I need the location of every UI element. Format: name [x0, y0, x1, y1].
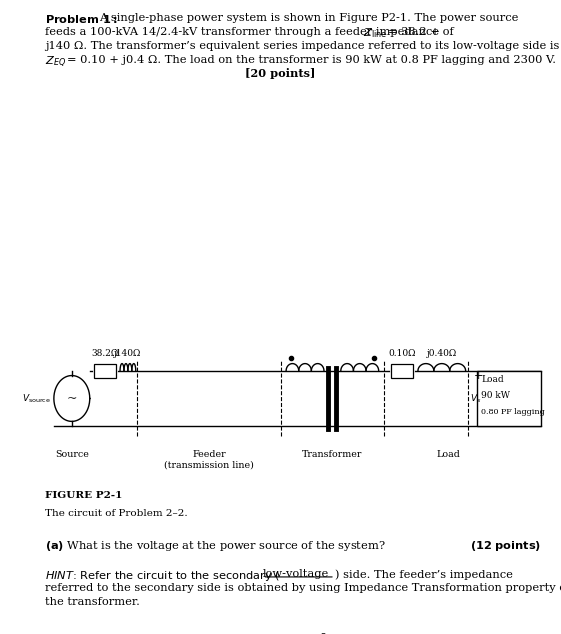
Text: j0.40Ω: j0.40Ω — [427, 349, 457, 358]
Bar — [94, 364, 116, 378]
Text: 0.10Ω: 0.10Ω — [388, 349, 416, 358]
Text: low-voltage: low-voltage — [263, 569, 329, 579]
Text: 90 kW: 90 kW — [481, 391, 511, 400]
Text: Source: Source — [55, 450, 89, 459]
Text: j140Ω: j140Ω — [114, 349, 141, 358]
Text: [20 points]: [20 points] — [245, 68, 316, 79]
Text: $Z_{\rm line}$: $Z_{\rm line}$ — [363, 27, 387, 41]
Text: $Z'_{\rm line} = Z_{\rm line}/a^2$: $Z'_{\rm line} = Z_{\rm line}/a^2$ — [233, 632, 328, 634]
Text: $V_{\rm source}$: $V_{\rm source}$ — [22, 392, 51, 404]
Text: $\mathbf{(12\ points)}$: $\mathbf{(12\ points)}$ — [470, 539, 541, 553]
Text: A single-phase power system is shown in Figure P2-1. The power source: A single-phase power system is shown in … — [99, 13, 519, 23]
Text: Transformer: Transformer — [302, 450, 362, 459]
Bar — [391, 364, 413, 378]
Text: referred to the secondary side is obtained by using Impedance Transformation pro: referred to the secondary side is obtain… — [45, 583, 561, 593]
Text: The circuit of Problem 2–2.: The circuit of Problem 2–2. — [45, 509, 187, 518]
Bar — [477, 371, 541, 426]
Text: = 0.10 + j0.4 Ω. The load on the transformer is 90 kW at 0.8 PF lagging and 2300: = 0.10 + j0.4 Ω. The load on the transfo… — [67, 55, 557, 65]
Text: $\mathit{HINT}$: Refer the circuit to the secondary (: $\mathit{HINT}$: Refer the circuit to th… — [45, 569, 280, 583]
Text: Feeder
(transmission line): Feeder (transmission line) — [164, 450, 254, 470]
Text: the transformer.: the transformer. — [45, 597, 140, 607]
Text: 38.2Ω: 38.2Ω — [91, 349, 118, 358]
Text: $\mathbf{Problem\ 1:}$: $\mathbf{Problem\ 1:}$ — [45, 13, 117, 25]
Text: j140 Ω. The transformer’s equivalent series impedance referred to its low-voltag: j140 Ω. The transformer’s equivalent ser… — [45, 41, 559, 51]
Text: ) side. The feeder’s impedance: ) side. The feeder’s impedance — [335, 569, 513, 580]
Text: ~: ~ — [67, 392, 77, 405]
Text: = 38.2 +: = 38.2 + — [388, 27, 439, 37]
Text: feeds a 100-kVA 14/2.4-kV transformer through a feeder impedance of: feeds a 100-kVA 14/2.4-kV transformer th… — [45, 27, 457, 37]
Text: 0.80 PF lagging: 0.80 PF lagging — [481, 408, 545, 417]
Text: $\mathbf{(a)}$ What is the voltage at the power source of the system?: $\mathbf{(a)}$ What is the voltage at th… — [45, 539, 385, 553]
Text: $V_s$: $V_s$ — [470, 392, 481, 404]
Text: FIGURE P2-1: FIGURE P2-1 — [45, 491, 122, 500]
Text: +: + — [474, 371, 483, 381]
Text: Load: Load — [437, 450, 461, 459]
Text: $Z_{EQ}$: $Z_{EQ}$ — [45, 55, 66, 70]
Text: Load: Load — [481, 375, 504, 384]
